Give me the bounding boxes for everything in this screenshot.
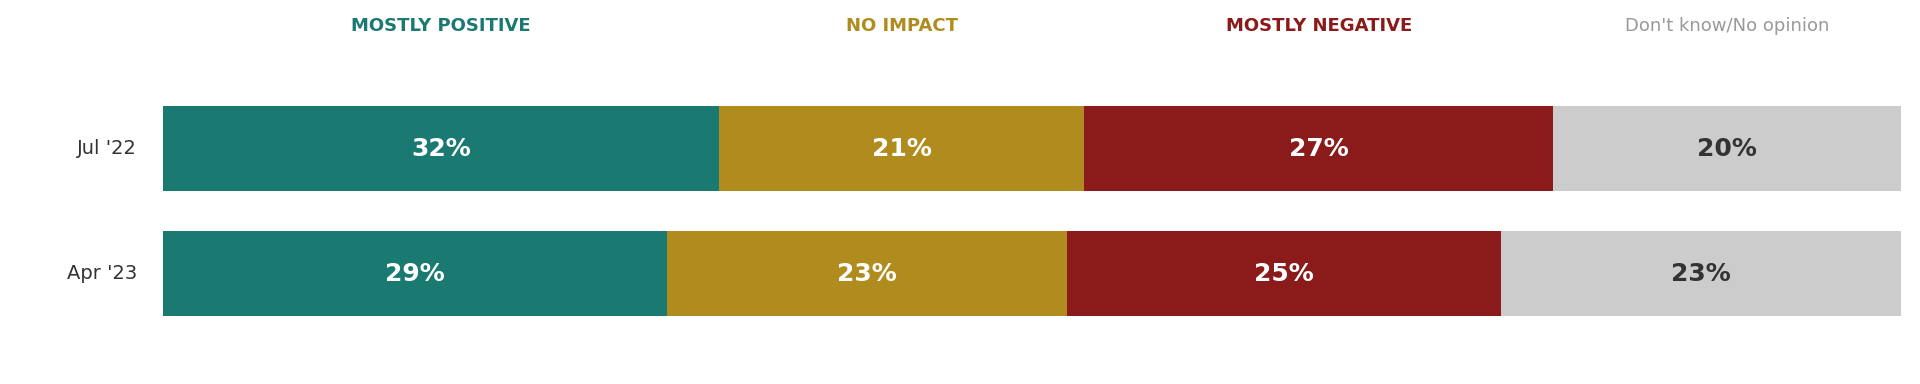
Bar — [1501, 231, 1901, 316]
Text: Don't know/No opinion: Don't know/No opinion — [1624, 17, 1830, 35]
Text: MOSTLY POSITIVE: MOSTLY POSITIVE — [351, 17, 532, 35]
Text: 32%: 32% — [411, 137, 470, 161]
Text: 20%: 20% — [1697, 137, 1757, 161]
Bar — [1553, 106, 1901, 191]
Text: 25%: 25% — [1254, 262, 1313, 286]
Text: 23%: 23% — [837, 262, 897, 286]
Bar — [1085, 106, 1553, 191]
Text: 21%: 21% — [872, 137, 931, 161]
Bar — [1068, 231, 1501, 316]
Text: Apr '23: Apr '23 — [67, 264, 136, 283]
Text: MOSTLY NEGATIVE: MOSTLY NEGATIVE — [1225, 17, 1411, 35]
Bar — [720, 106, 1085, 191]
Text: 29%: 29% — [386, 262, 445, 286]
Text: Jul '22: Jul '22 — [77, 139, 136, 158]
Text: 27%: 27% — [1288, 137, 1348, 161]
Bar — [666, 231, 1068, 316]
Text: 23%: 23% — [1670, 262, 1730, 286]
Text: NO IMPACT: NO IMPACT — [845, 17, 958, 35]
Bar — [163, 231, 666, 316]
Bar — [163, 106, 720, 191]
